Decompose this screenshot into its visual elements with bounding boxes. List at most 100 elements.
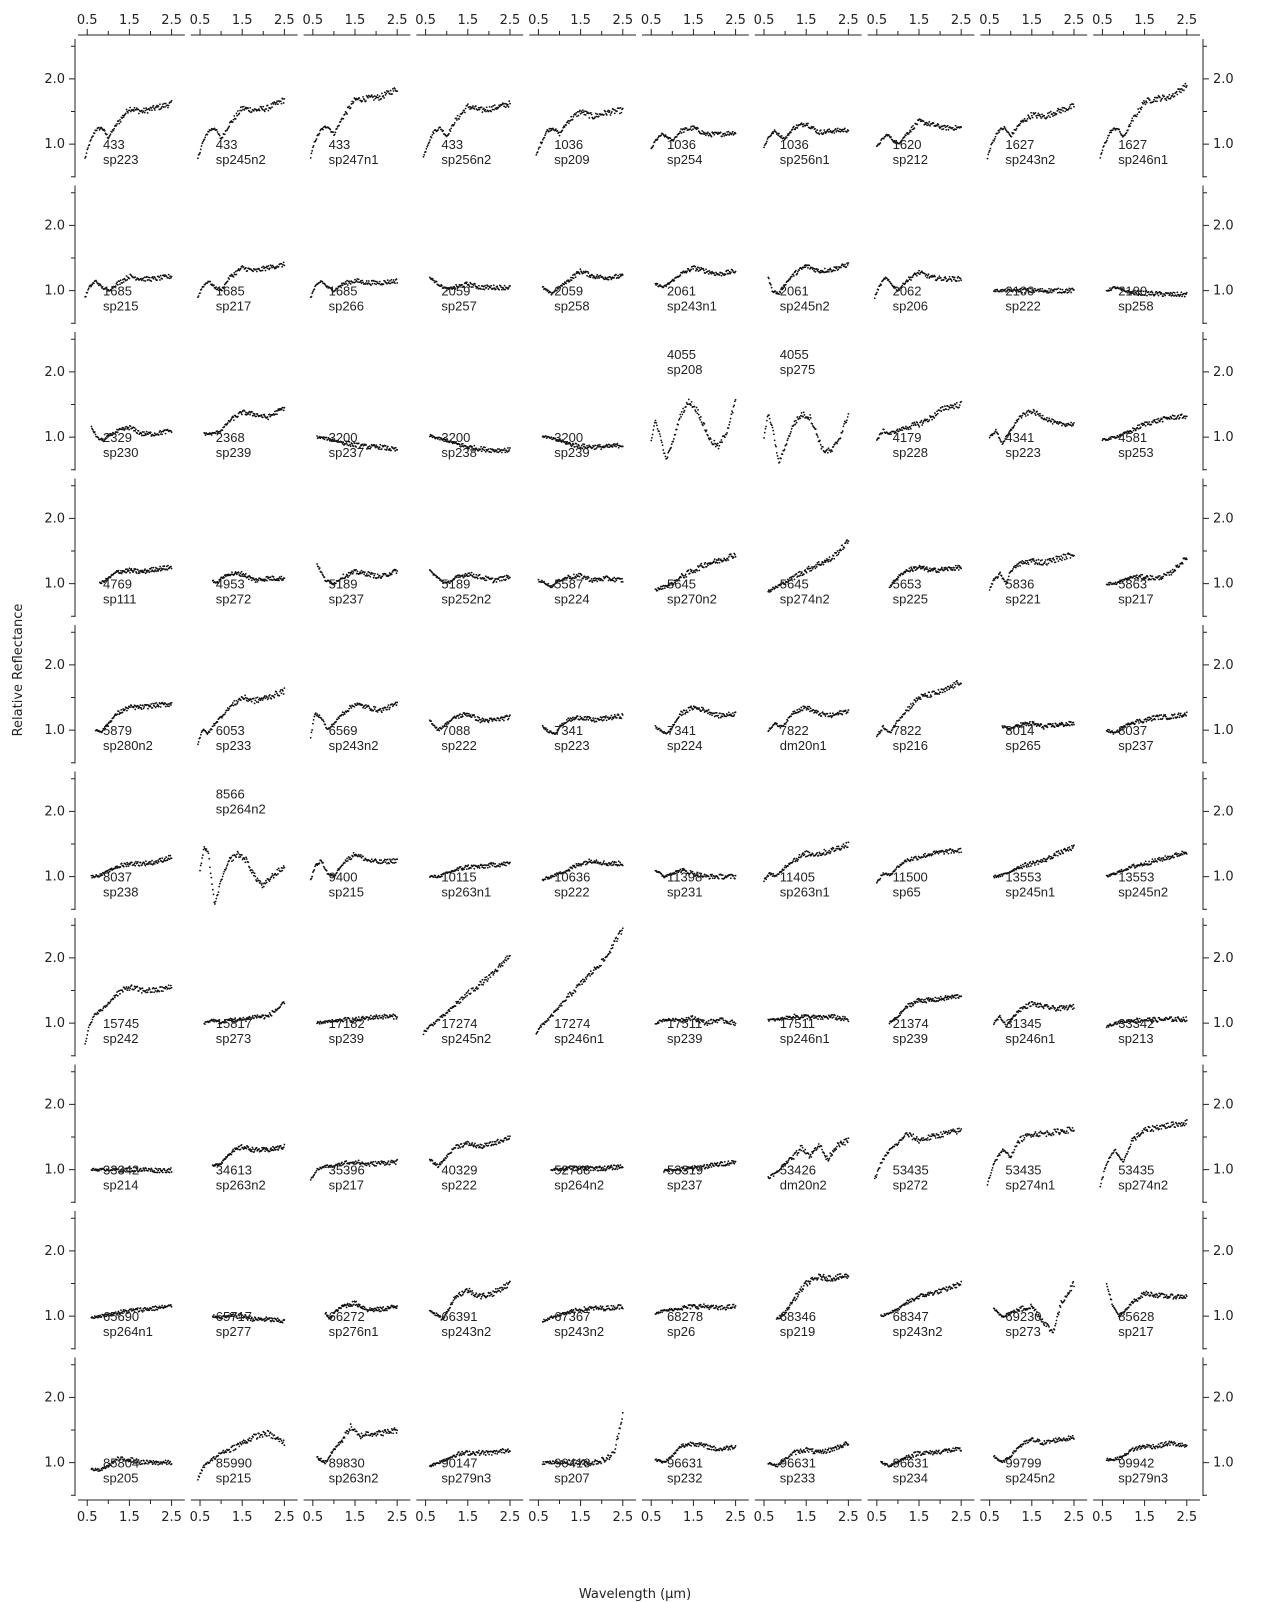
data-point	[1132, 120, 1134, 122]
data-point	[157, 434, 160, 436]
data-point	[725, 134, 728, 137]
data-point	[653, 424, 655, 427]
data-point	[463, 109, 466, 112]
data-point	[1057, 560, 1060, 563]
data-point	[109, 133, 112, 136]
data-point	[498, 105, 501, 108]
data-point	[828, 556, 831, 559]
data-point	[133, 106, 136, 109]
data-point	[991, 583, 994, 585]
data-point	[271, 106, 273, 109]
data-point	[169, 101, 172, 104]
data-point	[1161, 418, 1163, 420]
data-point	[394, 446, 397, 449]
data-point	[804, 124, 807, 127]
data-point	[957, 569, 960, 571]
data-point	[235, 273, 238, 276]
data-point	[918, 269, 920, 272]
data-point	[1057, 287, 1060, 290]
data-point	[377, 96, 380, 99]
data-point	[926, 122, 929, 125]
data-point	[167, 564, 169, 567]
data-point	[1041, 287, 1044, 290]
data-point	[777, 457, 780, 460]
data-point	[584, 110, 586, 113]
data-point	[128, 277, 131, 280]
data-point	[596, 113, 599, 116]
data-point	[334, 131, 337, 134]
data-point	[142, 571, 145, 574]
data-point	[910, 566, 913, 569]
data-point	[577, 114, 580, 117]
data-point	[157, 105, 160, 107]
data-point	[953, 407, 955, 410]
data-point	[469, 106, 472, 108]
data-point	[269, 576, 272, 579]
data-point	[673, 138, 675, 141]
data-point	[991, 434, 994, 437]
data-point	[722, 132, 725, 135]
data-point	[846, 542, 849, 544]
data-point	[1180, 291, 1183, 294]
data-point	[86, 291, 89, 294]
data-point	[329, 128, 332, 131]
data-point	[579, 109, 581, 112]
data-point	[282, 409, 285, 412]
data-point	[694, 126, 697, 129]
data-point	[569, 119, 572, 122]
data-point	[954, 403, 957, 406]
data-point	[695, 406, 698, 409]
data-point	[140, 432, 143, 435]
data-point	[690, 569, 693, 572]
data-point	[687, 398, 690, 401]
data-point	[145, 430, 148, 433]
data-point	[716, 562, 719, 564]
data-point	[424, 150, 427, 153]
data-point	[705, 565, 708, 568]
data-point	[310, 152, 313, 155]
data-point	[953, 566, 955, 569]
data-point	[127, 570, 130, 572]
data-point	[1052, 419, 1055, 421]
data-point	[942, 128, 945, 130]
data-point	[363, 571, 366, 574]
data-point	[1032, 558, 1035, 560]
data-point	[568, 122, 570, 125]
data-point	[1159, 96, 1161, 99]
data-point	[491, 108, 494, 111]
data-point	[488, 110, 490, 112]
panel-label-id: 5189	[441, 577, 470, 592]
data-point	[883, 278, 886, 280]
data-point	[1156, 100, 1158, 103]
data-point	[380, 97, 383, 100]
data-point	[342, 573, 345, 576]
data-point	[817, 268, 819, 271]
data-point	[378, 99, 380, 101]
data-point	[770, 132, 773, 135]
data-point	[1171, 568, 1174, 571]
data-point	[1041, 559, 1043, 561]
panel-label-spec: sp217	[216, 299, 251, 314]
data-point	[1026, 118, 1029, 120]
data-point	[1099, 156, 1102, 159]
data-point	[727, 559, 730, 561]
data-point	[1073, 105, 1075, 108]
data-point	[134, 428, 137, 431]
data-point	[1180, 413, 1183, 416]
data-point	[333, 133, 336, 136]
data-point	[587, 112, 590, 115]
data-point	[838, 551, 840, 554]
data-point	[142, 277, 145, 280]
data-point	[816, 129, 819, 131]
data-point	[212, 579, 215, 582]
panel-label-id: 5836	[1005, 577, 1034, 592]
data-point	[487, 448, 490, 451]
data-point	[692, 128, 694, 131]
data-point	[1051, 113, 1054, 116]
data-point	[233, 271, 236, 274]
